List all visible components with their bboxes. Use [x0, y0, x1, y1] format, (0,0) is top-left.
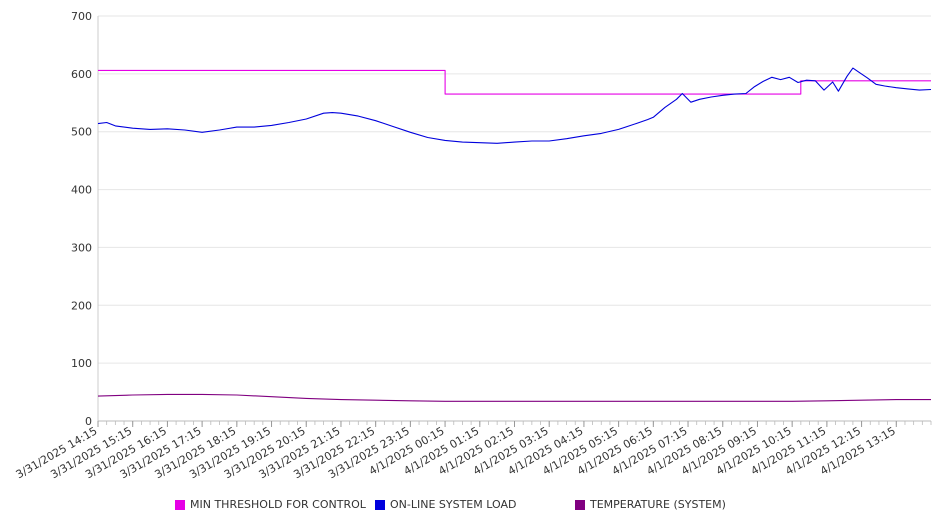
legend-item-min-threshold: MIN THRESHOLD FOR CONTROL [175, 498, 366, 511]
legend-swatch-system-load [375, 499, 385, 510]
series-lines [97, 67, 932, 402]
y-tick-label: 500 [71, 126, 92, 139]
y-tick-label: 200 [71, 299, 92, 312]
legend-label-system-load: ON-LINE SYSTEM LOAD [390, 498, 517, 511]
legend-label-temperature: TEMPERATURE (SYSTEM) [590, 498, 726, 511]
y-tick-label: 0 [85, 415, 92, 428]
legend: MIN THRESHOLD FOR CONTROL ON-LINE SYSTEM… [0, 498, 946, 514]
y-tick-label: 600 [71, 68, 92, 81]
min-threshold-line [98, 69, 931, 95]
legend-swatch-min-threshold [175, 499, 185, 510]
temperature-line [97, 393, 931, 402]
line-chart: 0 100 200 300 400 500 600 700 3/31/2025 14:153/… [14, 10, 932, 481]
legend-swatch-temperature [575, 499, 585, 510]
system-load-line [97, 67, 932, 144]
legend-item-temperature: TEMPERATURE (SYSTEM) [575, 498, 726, 511]
y-axis: 0 100 200 300 400 500 600 700 [71, 10, 99, 428]
legend-item-system-load: ON-LINE SYSTEM LOAD [375, 498, 516, 511]
x-axis: 3/31/2025 14:153/31/2025 15:153/31/2025 … [14, 420, 932, 481]
y-tick-label: 700 [71, 10, 92, 23]
grid-lines [98, 15, 931, 422]
legend-label-min-threshold: MIN THRESHOLD FOR CONTROL [190, 498, 366, 511]
y-tick-label: 300 [71, 241, 92, 254]
y-tick-label: 400 [71, 184, 92, 197]
y-tick-label: 100 [71, 357, 92, 370]
